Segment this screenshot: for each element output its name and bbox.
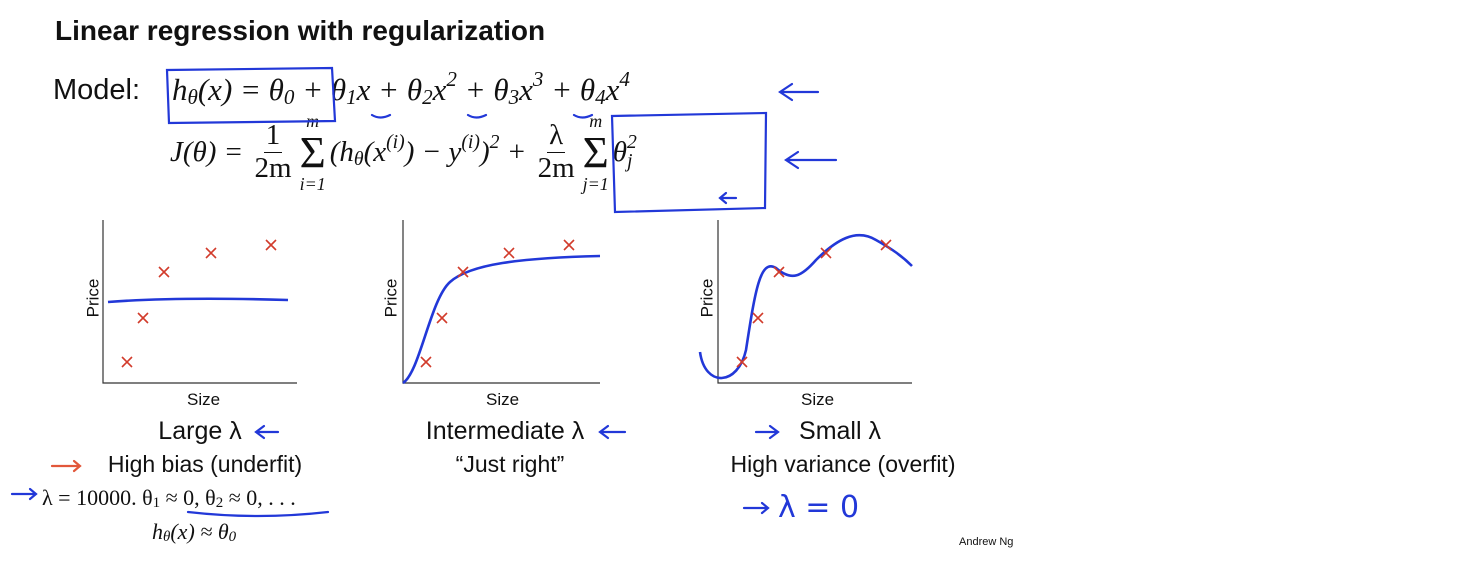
subscript: 1 — [152, 494, 161, 511]
y-axis-label: Price — [381, 278, 401, 318]
formula-text: (x) = θ — [197, 72, 284, 107]
sum-lower: i=1 — [299, 173, 326, 194]
sum-lower: j=1 — [582, 173, 609, 194]
subscript: θ — [163, 528, 171, 545]
x-axis-label: Size — [486, 390, 520, 409]
formula-text: J(θ) = — [170, 135, 251, 168]
formula-text: x — [605, 72, 620, 107]
formula-text: (x — [363, 135, 387, 168]
supscript: 3 — [532, 66, 544, 91]
axes — [102, 220, 912, 384]
supscript: (i) — [461, 131, 480, 154]
supscript: 2 — [446, 66, 457, 91]
subscript: θ — [353, 147, 364, 170]
formula-text: λ = 10000. θ — [42, 485, 153, 510]
supscript: 2 — [489, 131, 500, 154]
formula-text: x — [432, 72, 447, 107]
subscript: 4 — [595, 84, 606, 109]
numerator: λ — [547, 119, 566, 153]
formula-text: h — [152, 519, 163, 544]
sum-symbol: Σ — [582, 126, 609, 177]
author: Andrew Ng — [959, 536, 1014, 548]
fraction: 1 2m — [254, 119, 292, 185]
panel-caption: Small λ — [799, 417, 881, 445]
sum-upper: m — [589, 111, 603, 131]
subscript: j — [627, 150, 633, 173]
formula-text: ) — [479, 135, 490, 168]
y-axis-label: Price — [697, 278, 717, 318]
data-points — [121, 239, 892, 368]
formula-text: + θ — [543, 72, 596, 107]
panel-description: High variance (overfit) — [730, 451, 956, 477]
model-label: Model: — [53, 74, 141, 106]
formula-text: ≈ 0, θ — [160, 485, 216, 510]
panel-caption: Large λ — [158, 417, 242, 445]
subscript: 1 — [346, 84, 357, 109]
subscript: 3 — [508, 84, 520, 109]
subscript: 0 — [283, 84, 295, 109]
subscript: 2 — [215, 494, 224, 511]
handwritten-note: λ = 0 — [778, 490, 860, 525]
denominator: 2m — [537, 151, 575, 184]
sum-symbol: Σ — [299, 126, 326, 177]
y-axis-label: Price — [83, 278, 103, 318]
panel-caption: Intermediate λ — [425, 417, 585, 445]
formula-text: + — [499, 135, 534, 168]
handwritten-annotations — [10, 66, 838, 518]
supscript: (i) — [386, 131, 405, 154]
formula-text: ≈ 0, . . . — [223, 485, 296, 510]
fraction: λ 2m — [537, 119, 575, 185]
fit-curves — [107, 234, 913, 385]
supscript: 4 — [619, 66, 630, 91]
panel-description: “Just right” — [455, 451, 565, 477]
formula-text: ) − y — [404, 135, 462, 168]
superscript: 2 — [627, 130, 637, 153]
formula-text: x + θ — [356, 72, 423, 107]
x-axis-label: Size — [801, 390, 835, 409]
x-axis-label: Size — [187, 390, 221, 409]
subscript: 0 — [228, 528, 237, 545]
numerator: 1 — [263, 119, 283, 153]
formula-text: θ — [612, 135, 628, 168]
denominator: 2m — [254, 151, 292, 184]
formula-text: x — [519, 72, 533, 107]
formula-text: + θ — [456, 72, 509, 107]
panel-description: High bias (underfit) — [107, 451, 303, 477]
formula-text: h — [172, 72, 188, 107]
formula-text: (h — [329, 135, 354, 168]
slide-title: Linear regression with regularization — [55, 15, 546, 46]
subscript: θ — [187, 84, 198, 109]
subscript: 2 — [422, 84, 433, 109]
formula-text: (x) ≈ θ — [170, 519, 229, 544]
